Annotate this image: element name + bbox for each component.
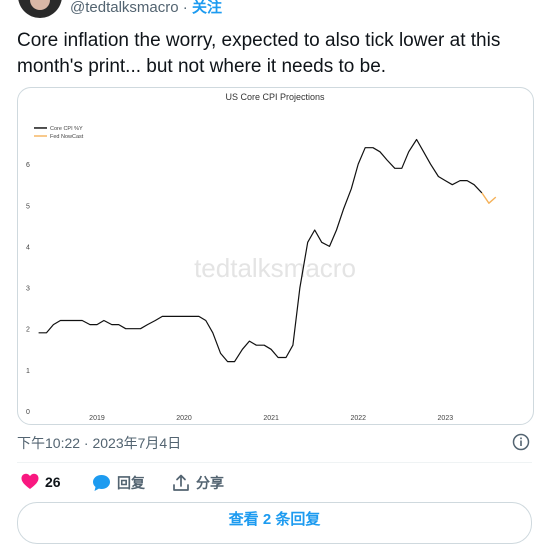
y-tick-label: 3 [26,286,30,293]
tweet-text: Core inflation the worry, expected to al… [17,30,501,77]
author-handle-row: @tedtalksmacro · 关注 [70,0,222,17]
reply-button[interactable]: 回复 [92,473,145,493]
legend-label: Fed NowCast [50,134,84,140]
share-icon [173,474,189,491]
follow-button[interactable]: 关注 [191,0,222,16]
x-tick-label: 2019 [89,415,105,422]
share-label: 分享 [196,475,224,491]
series-line-core-cpi [38,138,483,363]
view-more-replies-button[interactable]: 查看 2 条回复 [17,502,532,544]
x-tick-label: 2022 [350,415,366,422]
heart-icon [21,473,39,489]
divider [17,462,532,463]
x-tick-label: 2023 [438,415,454,422]
tweet-timestamp[interactable]: 下午10:22 · 2023年7月4日 [17,435,182,451]
like-button[interactable]: 26 [21,473,61,490]
reply-bubble-icon [93,475,110,491]
watermark: tedtalksmacro [194,253,356,283]
y-tick-label: 0 [26,409,30,416]
chart-title: US Core CPI Projections [225,92,325,102]
info-icon[interactable] [512,433,530,451]
author-avatar[interactable] [18,0,62,18]
y-tick-label: 4 [26,244,30,251]
share-button[interactable]: 分享 [172,473,224,493]
handle-separator: · [182,0,188,16]
series-line-fed-nowcast [481,192,497,204]
y-tick-label: 5 [26,203,30,210]
y-tick-label: 6 [26,162,30,169]
like-count: 26 [45,473,61,490]
chart-legend: Core CPI %Y Fed NowCast [34,126,84,140]
y-tick-label: 1 [26,368,30,375]
legend-label: Core CPI %Y [50,126,83,132]
reply-label: 回复 [117,475,145,491]
x-tick-label: 2020 [176,415,192,422]
core-cpi-chart: US Core CPI Projections tedtalksmacro 0 1… [26,92,497,422]
author-handle[interactable]: @tedtalksmacro [70,0,179,16]
chart-image[interactable]: US Core CPI Projections tedtalksmacro 0 1… [17,87,534,425]
x-tick-label: 2021 [263,415,279,422]
y-tick-label: 2 [26,327,30,334]
